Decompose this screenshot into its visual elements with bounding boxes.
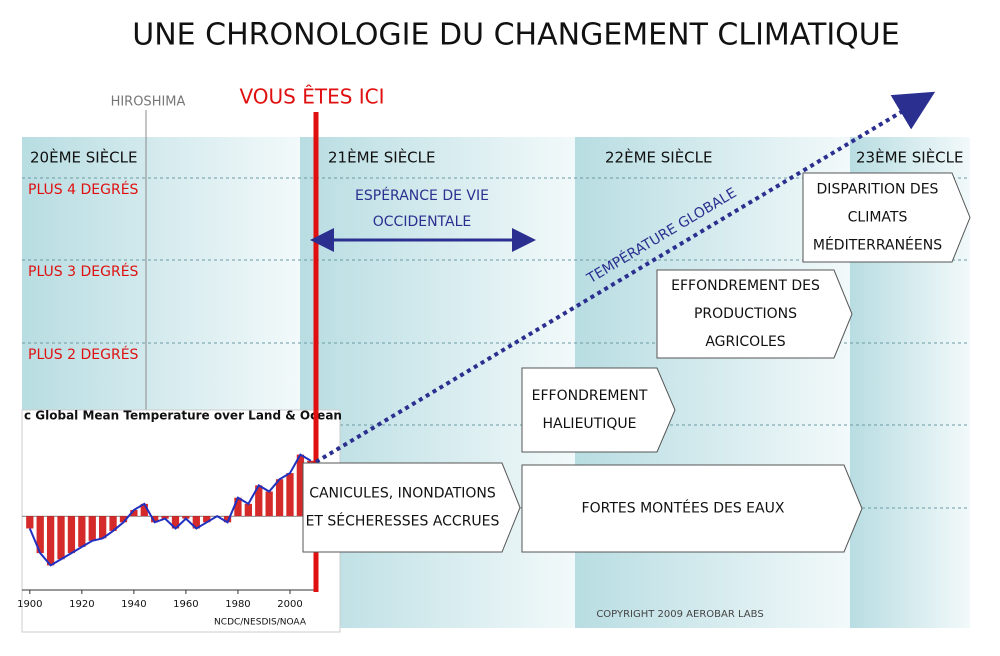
bar xyxy=(192,516,200,529)
bar xyxy=(46,516,55,566)
bar xyxy=(161,516,169,519)
impact-text: MÉDITERRANÉENS xyxy=(813,237,942,254)
copyright: COPYRIGHT 2009 AEROBAR LABS xyxy=(596,609,763,620)
impact-text: DISPARITION DES xyxy=(817,182,939,198)
century-label: 22ÈME SIÈCLE xyxy=(605,148,712,167)
bar xyxy=(99,516,107,539)
x-tick-label: 2000 xyxy=(277,599,302,610)
bar xyxy=(275,479,284,517)
impact-box xyxy=(656,269,853,359)
x-tick-label: 1900 xyxy=(17,599,42,610)
bar xyxy=(26,516,34,529)
bar xyxy=(255,485,263,517)
impact-text: CLIMATS xyxy=(848,210,908,226)
impact-text: ET SÉCHERESSES ACCRUES xyxy=(306,513,500,530)
bar xyxy=(265,491,273,517)
impact-box xyxy=(521,464,863,553)
x-tick-label: 1980 xyxy=(225,599,250,610)
bar xyxy=(244,503,252,517)
inset-title: c Global Mean Temperature over Land & Oc… xyxy=(24,409,342,423)
impact-text: PRODUCTIONS xyxy=(694,306,797,322)
bar xyxy=(140,503,148,517)
inset-credit: NCDC/NESDIS/NOAA xyxy=(214,618,307,628)
bar xyxy=(286,473,294,517)
inset-chart: c Global Mean Temperature over Land & Oc… xyxy=(17,409,342,633)
bar xyxy=(57,516,65,560)
bar xyxy=(234,497,242,517)
life-label: OCCIDENTALE xyxy=(373,214,472,230)
impact-box xyxy=(302,462,521,553)
bar xyxy=(223,516,232,523)
trend-arrow xyxy=(314,91,936,464)
life-label: ESPÉRANCE DE VIE xyxy=(355,187,489,204)
temperature-level: PLUS 2 DEGRÉS xyxy=(28,346,139,363)
now-label: VOUS ÊTES ICI xyxy=(239,85,384,109)
title: UNE CHRONOLOGIE DU CHANGEMENT CLIMATIQUE xyxy=(132,18,899,53)
impact-text: EFFONDREMENT xyxy=(532,388,648,404)
century-label: 20ÈME SIÈCLE xyxy=(30,148,137,167)
bar xyxy=(36,516,44,554)
temperature-level: PLUS 3 DEGRÉS xyxy=(28,263,139,280)
bar xyxy=(296,454,305,517)
bar xyxy=(151,516,159,523)
bar xyxy=(203,516,211,523)
trend-line xyxy=(28,453,312,567)
x-tick-label: 1920 xyxy=(69,599,94,610)
x-tick-label: 1940 xyxy=(121,599,146,610)
impact-text: HALIEUTIQUE xyxy=(543,416,637,432)
bar xyxy=(109,516,117,531)
century-label: 23ÈME SIÈCLE xyxy=(856,148,963,167)
impact-text: AGRICOLES xyxy=(705,334,785,350)
bar xyxy=(171,516,180,529)
bar xyxy=(130,510,138,517)
bar xyxy=(78,516,86,547)
hiroshima-label: HIROSHIMA xyxy=(111,95,186,110)
impact-text: EFFONDREMENT DES xyxy=(671,278,820,294)
impact-box xyxy=(521,367,676,453)
bar xyxy=(119,516,128,523)
century-label: 21ÈME SIÈCLE xyxy=(328,148,435,167)
bar xyxy=(67,516,76,554)
impact-text: FORTES MONTÉES DES EAUX xyxy=(582,500,785,517)
impact-text: CANICULES, INONDATIONS xyxy=(309,486,496,502)
bar xyxy=(88,516,96,541)
temperature-level: PLUS 4 DEGRÉS xyxy=(28,181,139,198)
x-tick-label: 1960 xyxy=(173,599,198,610)
impact-box xyxy=(802,172,971,263)
